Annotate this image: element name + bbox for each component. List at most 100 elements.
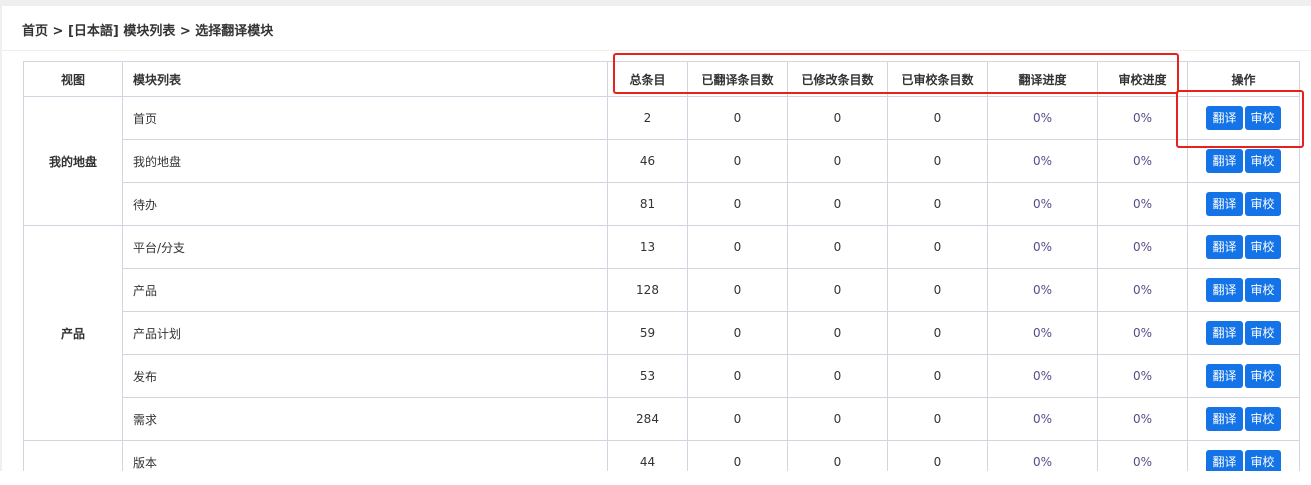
review-progress-cell: 0% xyxy=(1097,182,1188,226)
modified-cell: 0 xyxy=(787,139,888,183)
translate-progress-cell: 0% xyxy=(987,397,1098,441)
actions-cell: 翻译 审校 xyxy=(1187,225,1300,269)
total-cell: 81 xyxy=(607,182,688,226)
modified-cell: 0 xyxy=(787,354,888,398)
actions-cell: 翻译 审校 xyxy=(1187,311,1300,355)
translate-button[interactable]: 翻译 xyxy=(1206,235,1243,259)
review-button[interactable]: 审校 xyxy=(1244,407,1281,431)
col-modified: 已修改条目数 xyxy=(787,61,888,97)
module-table: 视图 模块列表 总条目 已翻译条目数 已修改条目数 已审校条目数 翻译进度 审校… xyxy=(23,61,1300,471)
table-row: 我的地盘 46 0 0 0 0% 0% 翻译 审校 xyxy=(24,139,1300,183)
total-cell: 53 xyxy=(607,354,688,398)
view-cell xyxy=(23,440,123,471)
reviewed-cell: 0 xyxy=(887,96,988,140)
table-row: 产品 128 0 0 0 0% 0% 翻译 审校 xyxy=(24,268,1300,312)
view-cell: 我的地盘 xyxy=(23,96,123,226)
table-row: 产品 平台/分支 13 0 0 0 0% 0% 翻译 审校 xyxy=(23,225,1300,441)
translated-cell: 0 xyxy=(687,96,788,140)
review-button[interactable]: 审校 xyxy=(1244,192,1281,216)
modified-cell: 0 xyxy=(787,225,888,269)
review-progress-cell: 0% xyxy=(1097,311,1188,355)
review-progress-cell: 0% xyxy=(1097,440,1188,471)
review-button[interactable]: 审校 xyxy=(1244,450,1281,471)
reviewed-cell: 0 xyxy=(887,225,988,269)
total-cell: 59 xyxy=(607,311,688,355)
translate-button[interactable]: 翻译 xyxy=(1206,364,1243,388)
reviewed-cell: 0 xyxy=(887,440,988,471)
module-name: 待办 xyxy=(122,182,608,226)
reviewed-cell: 0 xyxy=(887,311,988,355)
translate-button[interactable]: 翻译 xyxy=(1206,106,1243,130)
translate-progress-cell: 0% xyxy=(987,225,1098,269)
translated-cell: 0 xyxy=(687,139,788,183)
total-cell: 13 xyxy=(607,225,688,269)
col-view: 视图 xyxy=(23,61,123,97)
translate-progress-cell: 0% xyxy=(987,139,1098,183)
total-cell: 128 xyxy=(607,268,688,312)
table-row: 我的地盘 首页 2 0 0 0 0% 0% 翻译 审校 xyxy=(23,96,1300,226)
total-cell: 44 xyxy=(607,440,688,471)
translated-cell: 0 xyxy=(687,397,788,441)
translate-progress-cell: 0% xyxy=(987,354,1098,398)
table-row: 发布 53 0 0 0 0% 0% 翻译 审校 xyxy=(24,354,1300,398)
translate-button[interactable]: 翻译 xyxy=(1206,149,1243,173)
actions-cell: 翻译 审校 xyxy=(1187,139,1300,183)
module-name: 首页 xyxy=(122,96,608,140)
reviewed-cell: 0 xyxy=(887,268,988,312)
reviewed-cell: 0 xyxy=(887,139,988,183)
table-header: 视图 模块列表 总条目 已翻译条目数 已修改条目数 已审校条目数 翻译进度 审校… xyxy=(23,61,1300,97)
translate-button[interactable]: 翻译 xyxy=(1206,407,1243,431)
actions-cell: 翻译 审校 xyxy=(1187,268,1300,312)
module-name: 发布 xyxy=(122,354,608,398)
col-reviewed: 已审校条目数 xyxy=(887,61,988,97)
translated-cell: 0 xyxy=(687,225,788,269)
translate-progress-cell: 0% xyxy=(987,182,1098,226)
review-button[interactable]: 审校 xyxy=(1244,106,1281,130)
total-cell: 284 xyxy=(607,397,688,441)
translated-cell: 0 xyxy=(687,354,788,398)
table-row: 版本 44 0 0 0 0% 0% 翻译 审校 xyxy=(23,440,1300,471)
review-button[interactable]: 审校 xyxy=(1244,149,1281,173)
translate-progress-cell: 0% xyxy=(987,311,1098,355)
modified-cell: 0 xyxy=(787,182,888,226)
review-button[interactable]: 审校 xyxy=(1244,321,1281,345)
table-row: 产品计划 59 0 0 0 0% 0% 翻译 审校 xyxy=(24,311,1300,355)
total-cell: 2 xyxy=(607,96,688,140)
modified-cell: 0 xyxy=(787,96,888,140)
actions-cell: 翻译 审校 xyxy=(1187,354,1300,398)
col-module: 模块列表 xyxy=(122,61,608,97)
translate-progress-cell: 0% xyxy=(987,440,1098,471)
modified-cell: 0 xyxy=(787,397,888,441)
translated-cell: 0 xyxy=(687,311,788,355)
translated-cell: 0 xyxy=(687,268,788,312)
total-cell: 46 xyxy=(607,139,688,183)
review-progress-cell: 0% xyxy=(1097,139,1188,183)
divider xyxy=(2,50,1311,51)
translate-progress-cell: 0% xyxy=(987,96,1098,140)
module-name: 版本 xyxy=(122,440,608,471)
actions-cell: 翻译 审校 xyxy=(1187,440,1300,471)
col-total: 总条目 xyxy=(607,61,688,97)
bottom-bar xyxy=(0,471,1311,485)
review-progress-cell: 0% xyxy=(1097,354,1188,398)
modified-cell: 0 xyxy=(787,268,888,312)
translated-cell: 0 xyxy=(687,182,788,226)
module-name: 产品 xyxy=(122,268,608,312)
review-progress-cell: 0% xyxy=(1097,225,1188,269)
translate-button[interactable]: 翻译 xyxy=(1206,450,1243,471)
translate-button[interactable]: 翻译 xyxy=(1206,192,1243,216)
actions-cell: 翻译 审校 xyxy=(1187,96,1300,140)
reviewed-cell: 0 xyxy=(887,182,988,226)
translated-cell: 0 xyxy=(687,440,788,471)
review-button[interactable]: 审校 xyxy=(1244,364,1281,388)
module-name: 需求 xyxy=(122,397,608,441)
reviewed-cell: 0 xyxy=(887,354,988,398)
review-progress-cell: 0% xyxy=(1097,397,1188,441)
review-button[interactable]: 审校 xyxy=(1244,278,1281,302)
modified-cell: 0 xyxy=(787,440,888,471)
translate-button[interactable]: 翻译 xyxy=(1206,321,1243,345)
review-button[interactable]: 审校 xyxy=(1244,235,1281,259)
translate-button[interactable]: 翻译 xyxy=(1206,278,1243,302)
translate-progress-cell: 0% xyxy=(987,268,1098,312)
module-name: 产品计划 xyxy=(122,311,608,355)
